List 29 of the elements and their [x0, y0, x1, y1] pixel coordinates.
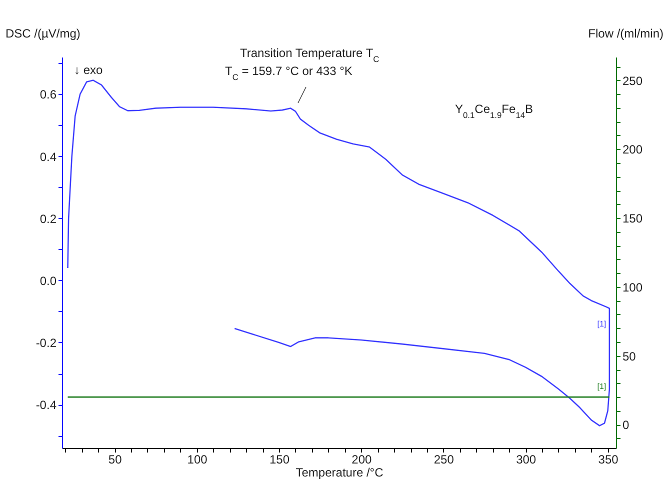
line-series [67, 80, 610, 426]
annotation: [1] [597, 319, 606, 328]
annotation: T$_{C}$ = 159.7 °C or 433 °K [225, 64, 352, 82]
y-axis-title: DSC /(µV/mg) [6, 26, 80, 40]
y-tick-label: 0.6 [40, 88, 57, 102]
annotation: Transition Temperature T$_{C}$ [240, 46, 380, 64]
annotation: ↓ exo [74, 63, 104, 77]
y-tick-label: 0.0 [40, 274, 57, 288]
y2-tick-label: 0 [622, 418, 630, 432]
x-tick-label: 150 [269, 452, 290, 466]
y2-tick-label: 150 [622, 212, 643, 226]
x-tick-label: 50 [108, 452, 122, 466]
y2-tick-label: 100 [622, 280, 643, 294]
x-tick-label: 200 [352, 452, 372, 466]
y2-axis-title: Flow /(ml/min) [588, 26, 664, 40]
x-tick-label: 100 [187, 452, 208, 466]
x-tick-label: 350 [598, 452, 619, 466]
y-tick-label: 0.2 [40, 212, 57, 226]
x-tick-label: 250 [434, 452, 454, 466]
y2-tick-label: 200 [622, 142, 643, 157]
annotation: Y$_{0.1}$Ce$_{1.9}$Fe$_{14}$B [455, 102, 534, 120]
y2-tick-label: 250 [622, 74, 643, 88]
x-axis-title: Temperature /°C [296, 466, 384, 480]
y-tick-label: -0.2 [36, 336, 57, 350]
y-tick-label: -0.4 [36, 398, 57, 412]
x-tick-label: 300 [516, 452, 536, 466]
y2-tick-label: 50 [622, 349, 636, 364]
annotation: [1] [597, 382, 606, 392]
y-tick-label: 0.4 [40, 150, 57, 164]
